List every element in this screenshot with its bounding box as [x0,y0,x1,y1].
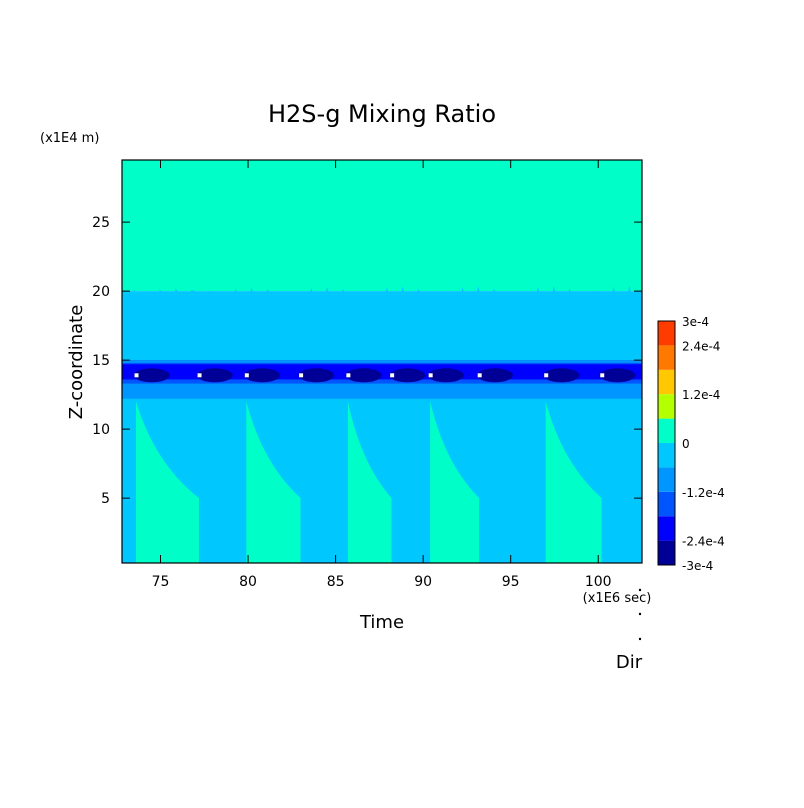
decay-region [347,401,392,563]
core-marker [197,373,202,378]
x-tick-label: 95 [502,574,520,590]
core-cell [427,368,464,383]
colorbar-tick-label: -1.2e-4 [682,486,725,500]
x-tick-label: 85 [327,574,345,590]
colorbar-tick-label: 1.2e-4 [682,388,720,402]
x-tick-label: 90 [414,574,432,590]
colorbar-swatch [658,394,675,419]
core-cell [345,368,382,383]
core-cell [298,368,335,383]
colorbar-tick-label: 0 [682,437,690,451]
x-axis-label: Time [359,612,404,633]
core-cell [389,368,426,383]
colorbar-swatch [658,369,675,395]
core-cell [244,368,281,383]
decay-region [199,401,247,563]
colorbar-tick-label: -3e-4 [682,559,713,573]
decay-region [300,401,348,563]
core-marker [544,373,549,378]
y-tick-label: 10 [92,422,110,438]
dir-marker-dot [638,637,642,641]
decay-region [430,401,480,563]
core-marker [244,373,249,378]
dir-label: Dir [616,652,643,673]
decay-region [246,401,301,563]
core-marker [299,373,304,378]
dir-marker-dot [638,612,642,616]
core-cell [196,368,233,383]
colorbar-swatch [658,418,675,443]
plot-frame [121,159,643,564]
core-cell [476,368,513,383]
core-cell [599,368,636,383]
y-tick-label: 25 [92,215,110,231]
colorbar-tick-label: 3e-4 [682,315,709,329]
band-edge [122,285,642,311]
core-marker [600,373,605,378]
colorbar-swatch [658,443,675,468]
colorbar-swatch [658,491,675,517]
core-marker [477,373,482,378]
colorbar-swatch [658,540,675,565]
colorbar-frame [657,320,676,566]
core-marker [346,373,351,378]
chart-title: H2S-g Mixing Ratio [268,100,496,128]
core-marker [134,373,139,378]
colorbar-swatch [658,321,675,346]
x-unit-label: (x1E6 sec) [583,591,652,606]
decay-region [545,401,602,563]
colorbar-swatch [658,345,675,370]
x-tick-label: 75 [152,574,170,590]
y-tick-label: 20 [92,284,110,300]
colorbar-swatch [658,467,675,492]
colorbar-tick-label: 2.4e-4 [682,339,720,353]
x-axis: 75 80 85 90 95 100 [152,160,612,590]
core-cell [543,368,580,383]
core-cell [133,368,170,383]
decay-region [136,401,200,563]
contour-fill [122,160,642,563]
colorbar: 3e-4 2.4e-4 1.2e-4 0 -1.2e-4 -2.4e-4 -3e-4 [657,315,725,573]
y-axis-label: Z-coordinate [66,305,87,420]
dir-marker-dot [638,588,642,592]
band-upper [122,160,642,292]
decay-region [601,401,642,563]
core-marker [428,373,433,378]
dir-markers [638,588,642,641]
y-tick-label: 15 [92,353,110,369]
decay-region [479,401,546,563]
decay-region [391,401,431,563]
y-axis: 5 10 15 20 25 [92,215,642,507]
colorbar-swatch [658,516,675,541]
y-tick-label: 5 [101,491,110,507]
y-unit-label: (x1E4 m) [40,131,99,146]
x-tick-label: 100 [585,574,612,590]
core-marker [390,373,395,378]
x-tick-label: 80 [239,574,257,590]
colorbar-tick-label: -2.4e-4 [682,535,725,549]
